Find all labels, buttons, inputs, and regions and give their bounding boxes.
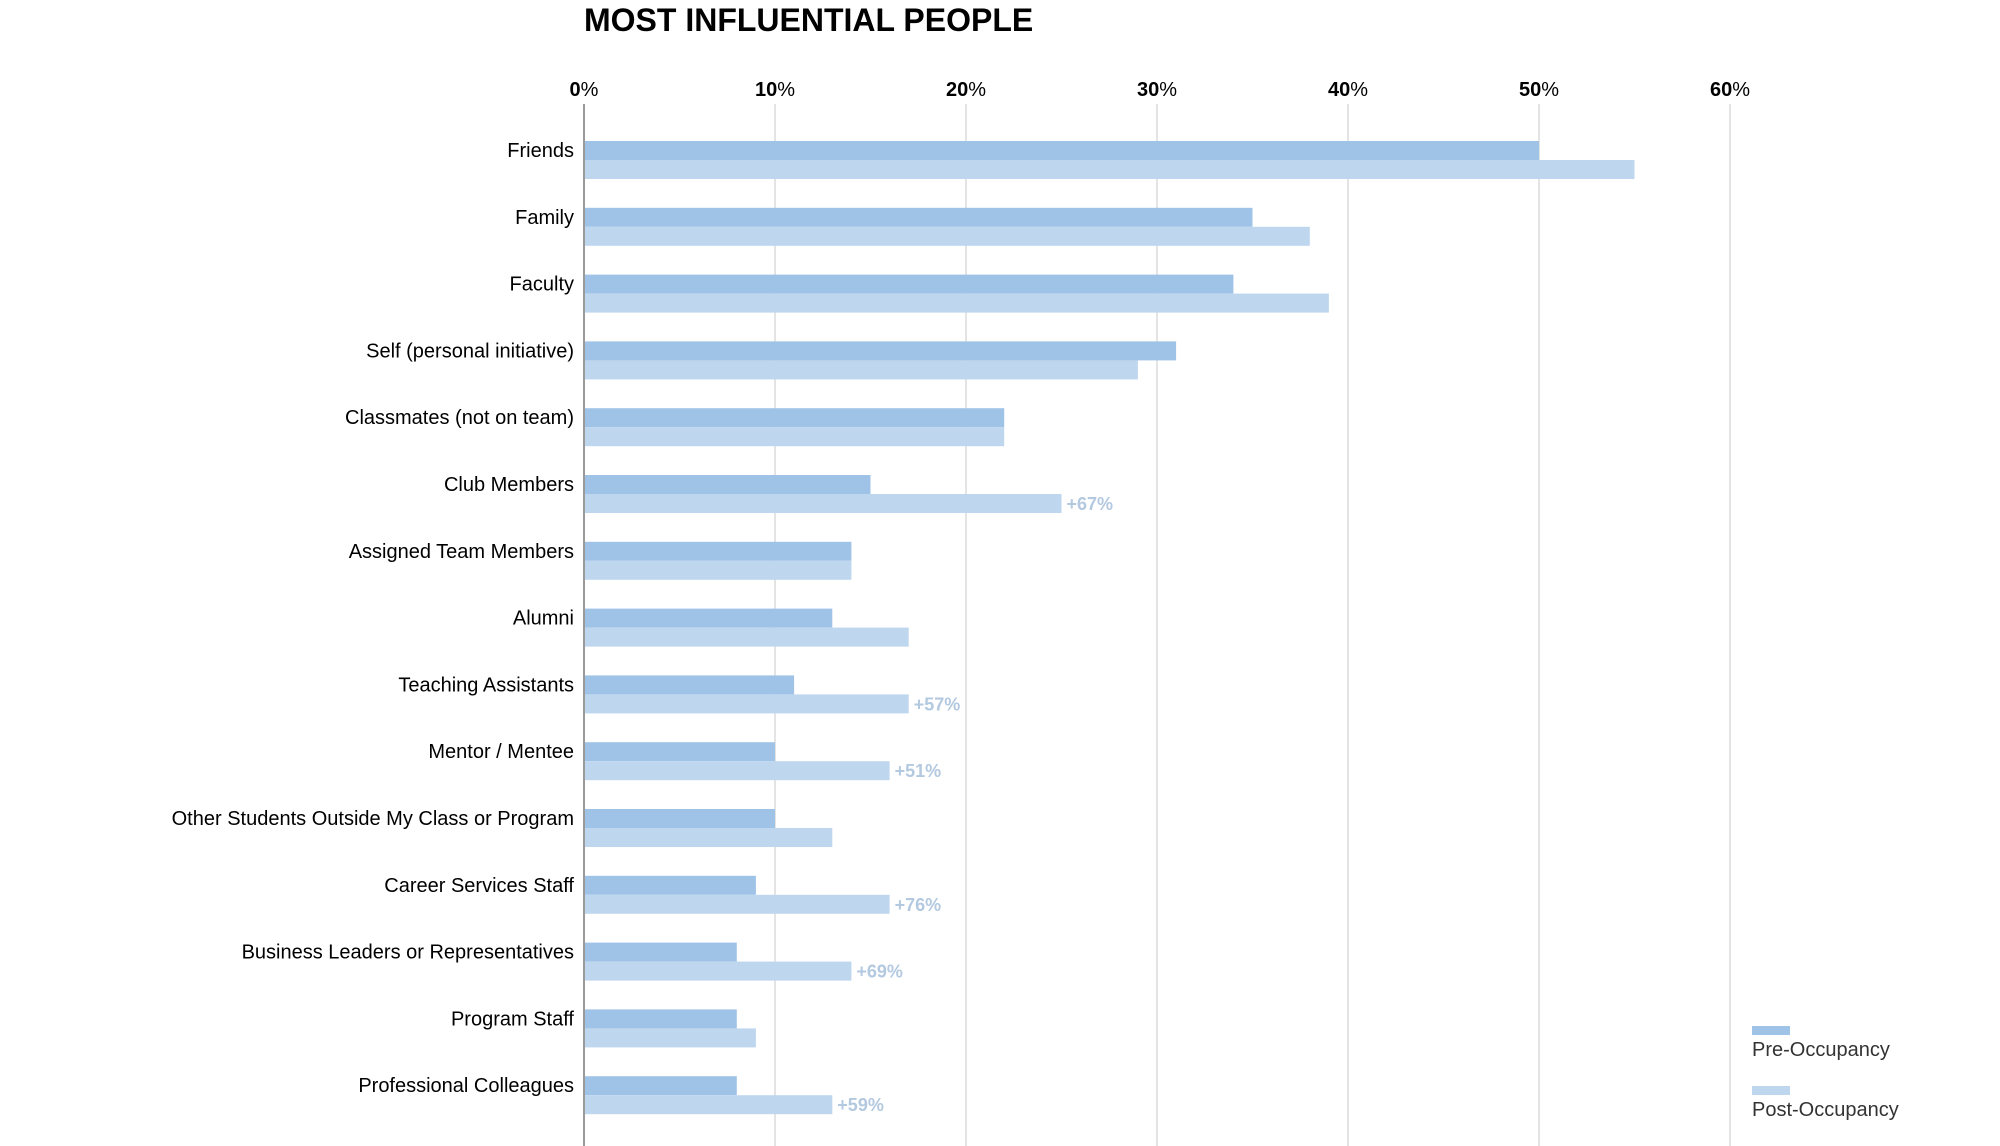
bar-post — [584, 828, 833, 847]
bar-post — [584, 894, 890, 914]
bar-pre — [584, 341, 1177, 361]
category-label: Professional Colleagues — [358, 1075, 574, 1097]
bar-post — [584, 627, 909, 647]
category-label: Friends — [507, 140, 574, 162]
category-labels: Friends Family Faculty Self (personal initi… — [172, 140, 575, 1097]
bar-pre — [584, 207, 1253, 227]
bar-post — [584, 427, 1005, 447]
legend-swatch — [1752, 1026, 1790, 1035]
bar-post — [584, 1028, 756, 1048]
bar-pre — [584, 875, 756, 895]
x-tick-label: 0% — [570, 79, 599, 101]
bar-pre — [584, 408, 1005, 428]
category-label: Alumni — [513, 608, 574, 630]
legend: Pre-Occupancy Post-Occupancy — [1752, 1026, 1899, 1121]
bar-post — [584, 560, 852, 580]
bar-pre — [584, 1009, 737, 1029]
category-label: Teaching Assistants — [398, 674, 574, 696]
bar-post — [584, 160, 1635, 179]
category-label: Other Students Outside My Class or Progr… — [172, 808, 574, 830]
legend-swatch — [1752, 1086, 1790, 1095]
bars — [584, 141, 1635, 1115]
x-tick-label: 10% — [755, 79, 795, 101]
category-label: Mentor / Mentee — [428, 741, 574, 763]
bar-post — [584, 761, 890, 781]
change-annotation: +67% — [1067, 494, 1114, 514]
change-annotation: +69% — [856, 962, 903, 982]
category-label: Classmates (not on team) — [345, 407, 574, 429]
bar-pre — [584, 675, 795, 695]
change-annotation: +59% — [837, 1095, 884, 1115]
grid-lines — [774, 104, 1731, 1146]
change-annotation: +51% — [895, 761, 942, 781]
change-annotation: +76% — [895, 895, 942, 915]
chart-title: MOST INFLUENTIAL PEOPLE — [584, 2, 1033, 38]
bar-pre — [584, 274, 1234, 294]
bar-pre — [584, 141, 1539, 160]
bar-post — [584, 226, 1310, 246]
x-tick-label: 40% — [1328, 79, 1368, 101]
x-tick-label: 30% — [1137, 79, 1177, 101]
bar-pre — [584, 475, 871, 494]
category-label: Program Staff — [451, 1008, 574, 1030]
x-tick-label: 60% — [1710, 79, 1750, 101]
bar-pre — [584, 809, 775, 828]
bar-post — [584, 961, 852, 981]
x-tick-label: 20% — [946, 79, 986, 101]
bar-post — [584, 293, 1329, 313]
bar-pre — [584, 608, 833, 628]
bar-pre — [584, 742, 775, 762]
bar-post — [584, 360, 1138, 380]
bar-pre — [584, 1076, 737, 1096]
legend-label: Post-Occupancy — [1752, 1099, 1899, 1121]
legend-label: Pre-Occupancy — [1752, 1039, 1890, 1061]
x-tick-label: 50% — [1519, 79, 1559, 101]
category-label: Business Leaders or Representatives — [242, 942, 574, 964]
annotations: +67% +57% +51% +76% +69% +59% — [837, 494, 1113, 1115]
x-axis-ticks: 0% 10% 20% 30% 40% 50% 60% — [570, 79, 1751, 101]
category-label: Assigned Team Members — [349, 541, 574, 563]
bar-post — [584, 694, 909, 714]
change-annotation: +57% — [914, 694, 961, 714]
bar-pre — [584, 942, 737, 962]
bar-post — [584, 1095, 833, 1115]
bar-post — [584, 494, 1062, 513]
bar-pre — [584, 541, 852, 561]
category-label: Club Members — [444, 474, 574, 496]
category-label: Self (personal initiative) — [366, 340, 574, 362]
category-label: Career Services Staff — [384, 875, 574, 897]
category-label: Faculty — [510, 274, 574, 296]
category-label: Family — [515, 207, 574, 229]
